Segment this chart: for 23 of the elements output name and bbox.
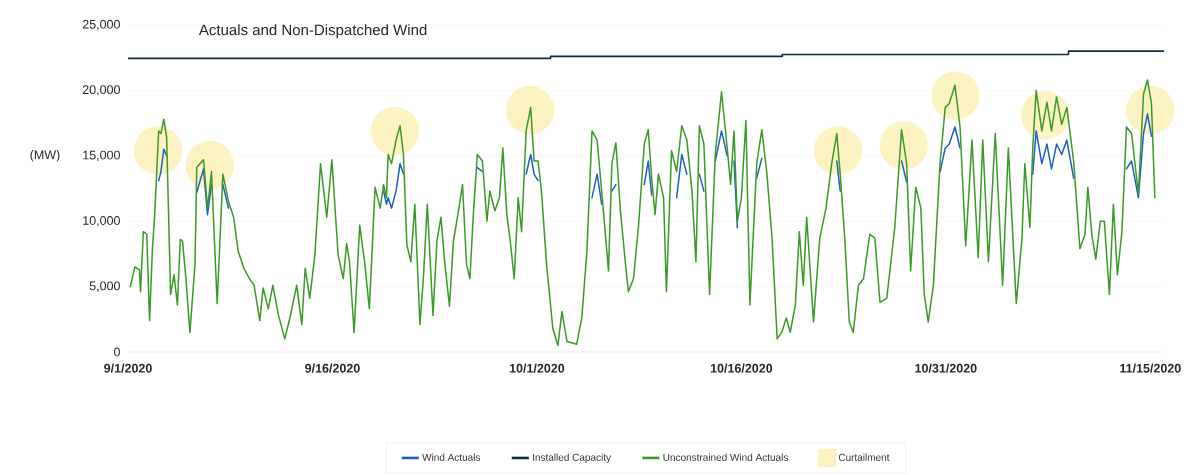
y-tick-label: 20,000 xyxy=(82,85,120,96)
point xyxy=(931,71,980,120)
legend-label: Wind Actuals xyxy=(422,453,481,461)
y-tick-label: 0 xyxy=(114,347,120,357)
legend-label: Unconstrained Wind Actuals xyxy=(663,453,788,461)
x-tick-label: 10/1/2020 xyxy=(509,363,565,373)
line-series xyxy=(129,79,1156,347)
x-tick-label: 9/16/2020 xyxy=(305,363,360,373)
x-tick-label: 11/15/2020 xyxy=(1120,363,1181,373)
y-tick-label: 5,000 xyxy=(89,281,120,292)
y-tick-label: 25,000 xyxy=(82,19,120,31)
y-tick-label: 10,000 xyxy=(83,216,120,227)
x-tick-label: 10/31/2020 xyxy=(915,363,977,373)
y-axis-title: (MW) xyxy=(30,149,60,162)
y-tick-label: 15,000 xyxy=(83,150,120,161)
point xyxy=(370,106,420,156)
chart-title: Actuals and Non-Dispatched Wind xyxy=(198,24,427,39)
point xyxy=(505,85,555,135)
legend-label: Curtailment xyxy=(838,453,890,461)
x-tick-label: 9/1/2020 xyxy=(104,363,152,373)
point xyxy=(879,121,929,170)
x-tick-label: 10/16/2020 xyxy=(710,363,773,373)
legend-label: Installed Capacity xyxy=(533,453,612,463)
